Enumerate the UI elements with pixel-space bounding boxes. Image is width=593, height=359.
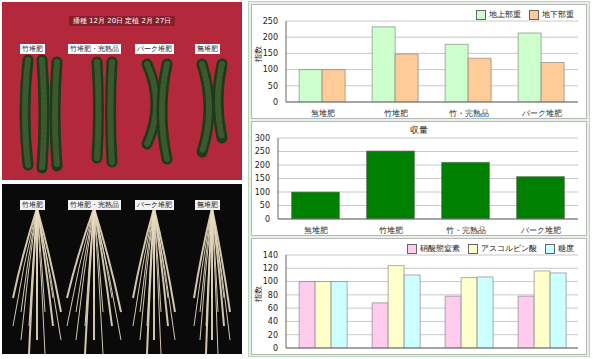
svg-text:300: 300: [255, 134, 270, 143]
svg-text:200: 200: [263, 33, 278, 42]
svg-text:0: 0: [273, 344, 278, 353]
svg-text:0: 0: [265, 215, 270, 224]
svg-text:250: 250: [255, 147, 270, 156]
svg-text:バーク堆肥: バーク堆肥: [520, 226, 561, 235]
svg-text:竹堆肥: 竹堆肥: [384, 109, 408, 118]
svg-text:50: 50: [268, 82, 278, 91]
svg-text:100: 100: [263, 277, 278, 286]
html-text:竹堆肥・完熟品: 竹堆肥・完熟品: [70, 45, 119, 53]
svg-text:200: 200: [255, 161, 270, 170]
svg-text:250: 250: [263, 17, 278, 26]
svg-text:80: 80: [268, 291, 278, 300]
html-text:収量: 収量: [410, 125, 428, 135]
svg-text:無堆肥: 無堆肥: [304, 226, 328, 235]
svg-text:120: 120: [263, 264, 278, 273]
svg-text:竹・完熟品: 竹・完熟品: [446, 226, 486, 235]
html-text:硝酸態窒素: 硝酸態窒素: [420, 244, 460, 253]
svg-text:竹・完熟品: 竹・完熟品: [449, 109, 489, 118]
svg-text:無堆肥: 無堆肥: [311, 109, 335, 118]
html-text:地下部重: 地下部重: [542, 10, 574, 19]
html-text:無堆肥: 無堆肥: [196, 201, 218, 209]
html-text:無堆肥: 無堆肥: [196, 45, 218, 53]
svg-text:指数: 指数: [254, 286, 263, 303]
html-text:糖度: 糖度: [558, 244, 574, 253]
svg-text:50: 50: [260, 201, 270, 210]
html-text:バーク堆肥: バーク堆肥: [136, 45, 172, 53]
svg-text:100: 100: [255, 188, 270, 197]
html-text:竹堆肥: 竹堆肥: [21, 45, 43, 53]
svg-text:150: 150: [255, 174, 270, 183]
html-text:播種 12月 20日 定植 2月 27日: 播種 12月 20日 定植 2月 27日: [72, 17, 172, 25]
svg-text:20: 20: [268, 331, 278, 340]
svg-text:140: 140: [263, 251, 278, 260]
html-text:バーク堆肥: バーク堆肥: [136, 201, 172, 209]
svg-text:0: 0: [273, 98, 278, 107]
svg-text:バーク堆肥: バーク堆肥: [521, 109, 562, 118]
svg-text:60: 60: [268, 304, 278, 313]
html-text:竹堆肥: 竹堆肥: [21, 201, 43, 209]
svg-text:150: 150: [263, 49, 278, 58]
html-text:地上部重: 地上部重: [489, 10, 521, 19]
html-text:アスコルビン酸: アスコルビン酸: [481, 244, 537, 253]
svg-text:100: 100: [263, 65, 278, 74]
svg-text:40: 40: [268, 317, 278, 326]
svg-text:竹堆肥: 竹堆肥: [379, 226, 403, 235]
svg-text:指数: 指数: [254, 46, 263, 63]
html-text:竹堆肥・完熟品: 竹堆肥・完熟品: [70, 201, 119, 209]
